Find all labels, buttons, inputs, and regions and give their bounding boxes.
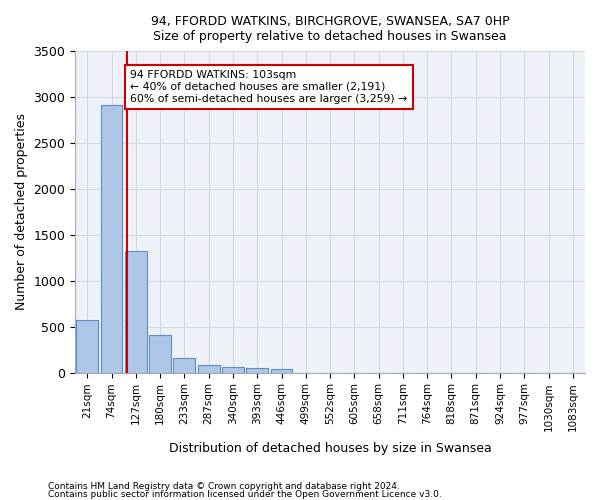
Bar (173, 358, 196, 372)
Bar (222, 368, 244, 372)
Bar (271, 370, 292, 372)
Text: 94 FFORDD WATKINS: 103sqm
← 40% of detached houses are smaller (2,191)
60% of se: 94 FFORDD WATKINS: 103sqm ← 40% of detac… (130, 70, 407, 104)
Text: Contains HM Land Registry data © Crown copyright and database right 2024.: Contains HM Land Registry data © Crown c… (48, 482, 400, 491)
Bar (198, 365, 220, 372)
Bar (76, 320, 98, 372)
Bar (149, 335, 171, 372)
Y-axis label: Number of detached properties: Number of detached properties (15, 114, 28, 310)
Bar (101, 106, 122, 372)
Bar (247, 368, 268, 372)
Text: Contains public sector information licensed under the Open Government Licence v3: Contains public sector information licen… (48, 490, 442, 499)
X-axis label: Distribution of detached houses by size in Swansea: Distribution of detached houses by size … (169, 442, 491, 455)
Title: 94, FFORDD WATKINS, BIRCHGROVE, SWANSEA, SA7 0HP
Size of property relative to de: 94, FFORDD WATKINS, BIRCHGROVE, SWANSEA,… (151, 15, 509, 43)
Bar (125, 252, 147, 372)
